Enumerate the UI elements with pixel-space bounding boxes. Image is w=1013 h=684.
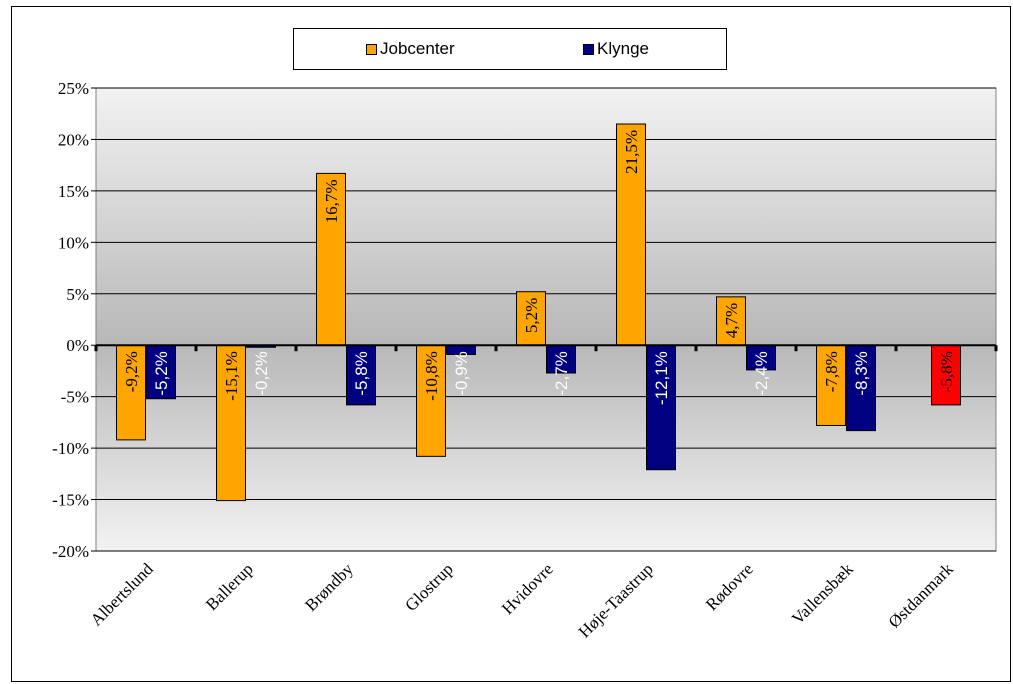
data-label-jobcenter: 5,2% (522, 298, 541, 333)
x-category-label: Østdanmark (885, 559, 958, 632)
bar-jobcenter (816, 344, 846, 426)
y-tick-label: 5% (66, 285, 89, 304)
data-label-jobcenter: -7,8% (822, 351, 841, 392)
y-tick-label: -5% (61, 388, 89, 407)
bar-klynge (846, 344, 876, 432)
x-category-label: Glostrup (401, 559, 457, 615)
bar-jobcenter (216, 344, 246, 502)
bar-klynge (546, 344, 576, 374)
bar-klynge (646, 344, 676, 471)
bar-jobcenter (516, 291, 546, 346)
data-label-klynge: -0,9% (452, 351, 471, 395)
legend-swatch-jobcenter (366, 43, 377, 55)
data-label-klynge: -12,1% (652, 351, 671, 405)
bar-jobcenter (316, 172, 346, 346)
x-category-label: Ballerup (202, 559, 257, 614)
data-label-klynge: -2,4% (752, 351, 771, 395)
y-tick-label: 15% (58, 182, 89, 201)
data-label-jobcenter: 21,5% (622, 130, 641, 174)
x-category-label: Albertslund (87, 559, 158, 630)
bars (116, 123, 961, 502)
bar-jobcenter (416, 344, 446, 457)
legend-label-jobcenter: Jobcenter (380, 39, 455, 58)
zero-axis (94, 344, 998, 352)
y-tick-label: 20% (58, 130, 89, 149)
legend-label-klynge: Klynge (597, 39, 649, 58)
data-label-klynge: -8,3% (852, 351, 871, 395)
bar-jobcenter (116, 344, 146, 441)
legend-entry-jobcenter: Jobcenter (366, 39, 455, 59)
data-label-jobcenter: -9,2% (122, 351, 141, 392)
data-label-klynge: -2,7% (552, 351, 571, 395)
data-label-klynge: -5,2% (152, 351, 171, 395)
y-axis-ticks: 25% 20% 15% 10% 5% 0% -5% -10% -15% -20% (52, 79, 96, 561)
legend: Jobcenter Klynge (293, 28, 727, 70)
data-label-jobcenter: 16,7% (322, 179, 341, 223)
data-label-jobcenter: -15,1% (222, 351, 241, 401)
data-label-klynge: -0,2% (252, 351, 271, 395)
x-category-label: Høje-Taastrup (575, 559, 657, 641)
x-category-label: Vallensbæk (788, 559, 857, 628)
bar-klynge (746, 344, 776, 371)
y-tick-label: 10% (58, 233, 89, 252)
y-tick-label: 0% (66, 336, 89, 355)
x-category-label: Rødovre (702, 559, 757, 614)
legend-entry-klynge: Klynge (583, 39, 649, 59)
y-tick-label: -15% (52, 491, 89, 510)
legend-swatch-klynge (583, 43, 594, 55)
data-label-klynge: -5,8% (352, 351, 371, 395)
y-tick-label: -10% (52, 439, 89, 458)
data-label-jobcenter: 4,7% (722, 303, 741, 338)
x-axis-categories: Albertslund Ballerup Brøndby Glostrup Hvidov… (87, 559, 958, 641)
bar-jobcenter (616, 123, 646, 346)
data-label-jobcenter: -5,8% (937, 351, 956, 392)
x-category-label: Hvidovre (498, 559, 557, 618)
y-tick-label: 25% (58, 79, 89, 98)
data-label-jobcenter: -10,8% (422, 351, 441, 401)
bar-jobcenter (716, 296, 746, 346)
bar-klynge (146, 344, 176, 400)
y-tick-label: -20% (52, 542, 89, 561)
data-labels: -9,2% -5,2% -15,1% -0,2% 16,7% -5,8% -10,8% -0,… (122, 130, 956, 405)
x-category-label: Brøndby (301, 559, 357, 615)
